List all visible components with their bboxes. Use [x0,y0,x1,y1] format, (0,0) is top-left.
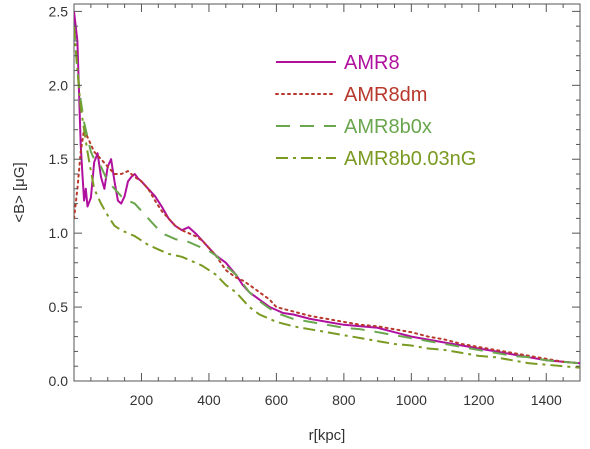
legend-label-4: AMR8b0.03nG [344,148,476,170]
legend: AMR8 AMR8dm AMR8b0x AMR8b0.03nG [275,52,476,170]
y-tick-label: 0.5 [49,299,69,315]
x-tick-label: 800 [332,392,356,408]
series-line-3 [74,26,580,365]
y-tick-label: 2.0 [49,77,69,93]
y-tick-label: 1.0 [49,225,69,241]
series-line-1 [74,11,580,365]
y-tick-label: 1.5 [49,151,69,167]
y-axis: 0.0 0.5 1.0 1.5 2.0 2.5 [49,3,580,389]
series-layer [74,11,580,369]
x-tick-label: 400 [197,392,221,408]
plot-area: 200 400 600 800 1000 1200 1400 0.0 0.5 1.0 1.5 2.0… [49,3,581,408]
series-line-4 [74,26,580,369]
legend-label-1: AMR8 [344,52,400,74]
y-tick-label: 0.0 [49,373,69,389]
x-tick-label: 1200 [463,392,494,408]
y-axis-title: <B> [μG] [11,162,28,222]
legend-label-3: AMR8b0x [344,116,432,138]
x-axis: 200 400 600 800 1000 1200 1400 [90,4,564,408]
x-tick-label: 200 [130,392,154,408]
y-tick-label: 2.5 [49,3,69,19]
x-axis-title: r[kpc] [309,427,346,444]
x-tick-label: 600 [265,392,289,408]
x-tick-label: 1000 [396,392,427,408]
series-line-2 [74,128,580,365]
x-tick-label: 1400 [531,392,562,408]
legend-label-2: AMR8dm [344,84,427,106]
